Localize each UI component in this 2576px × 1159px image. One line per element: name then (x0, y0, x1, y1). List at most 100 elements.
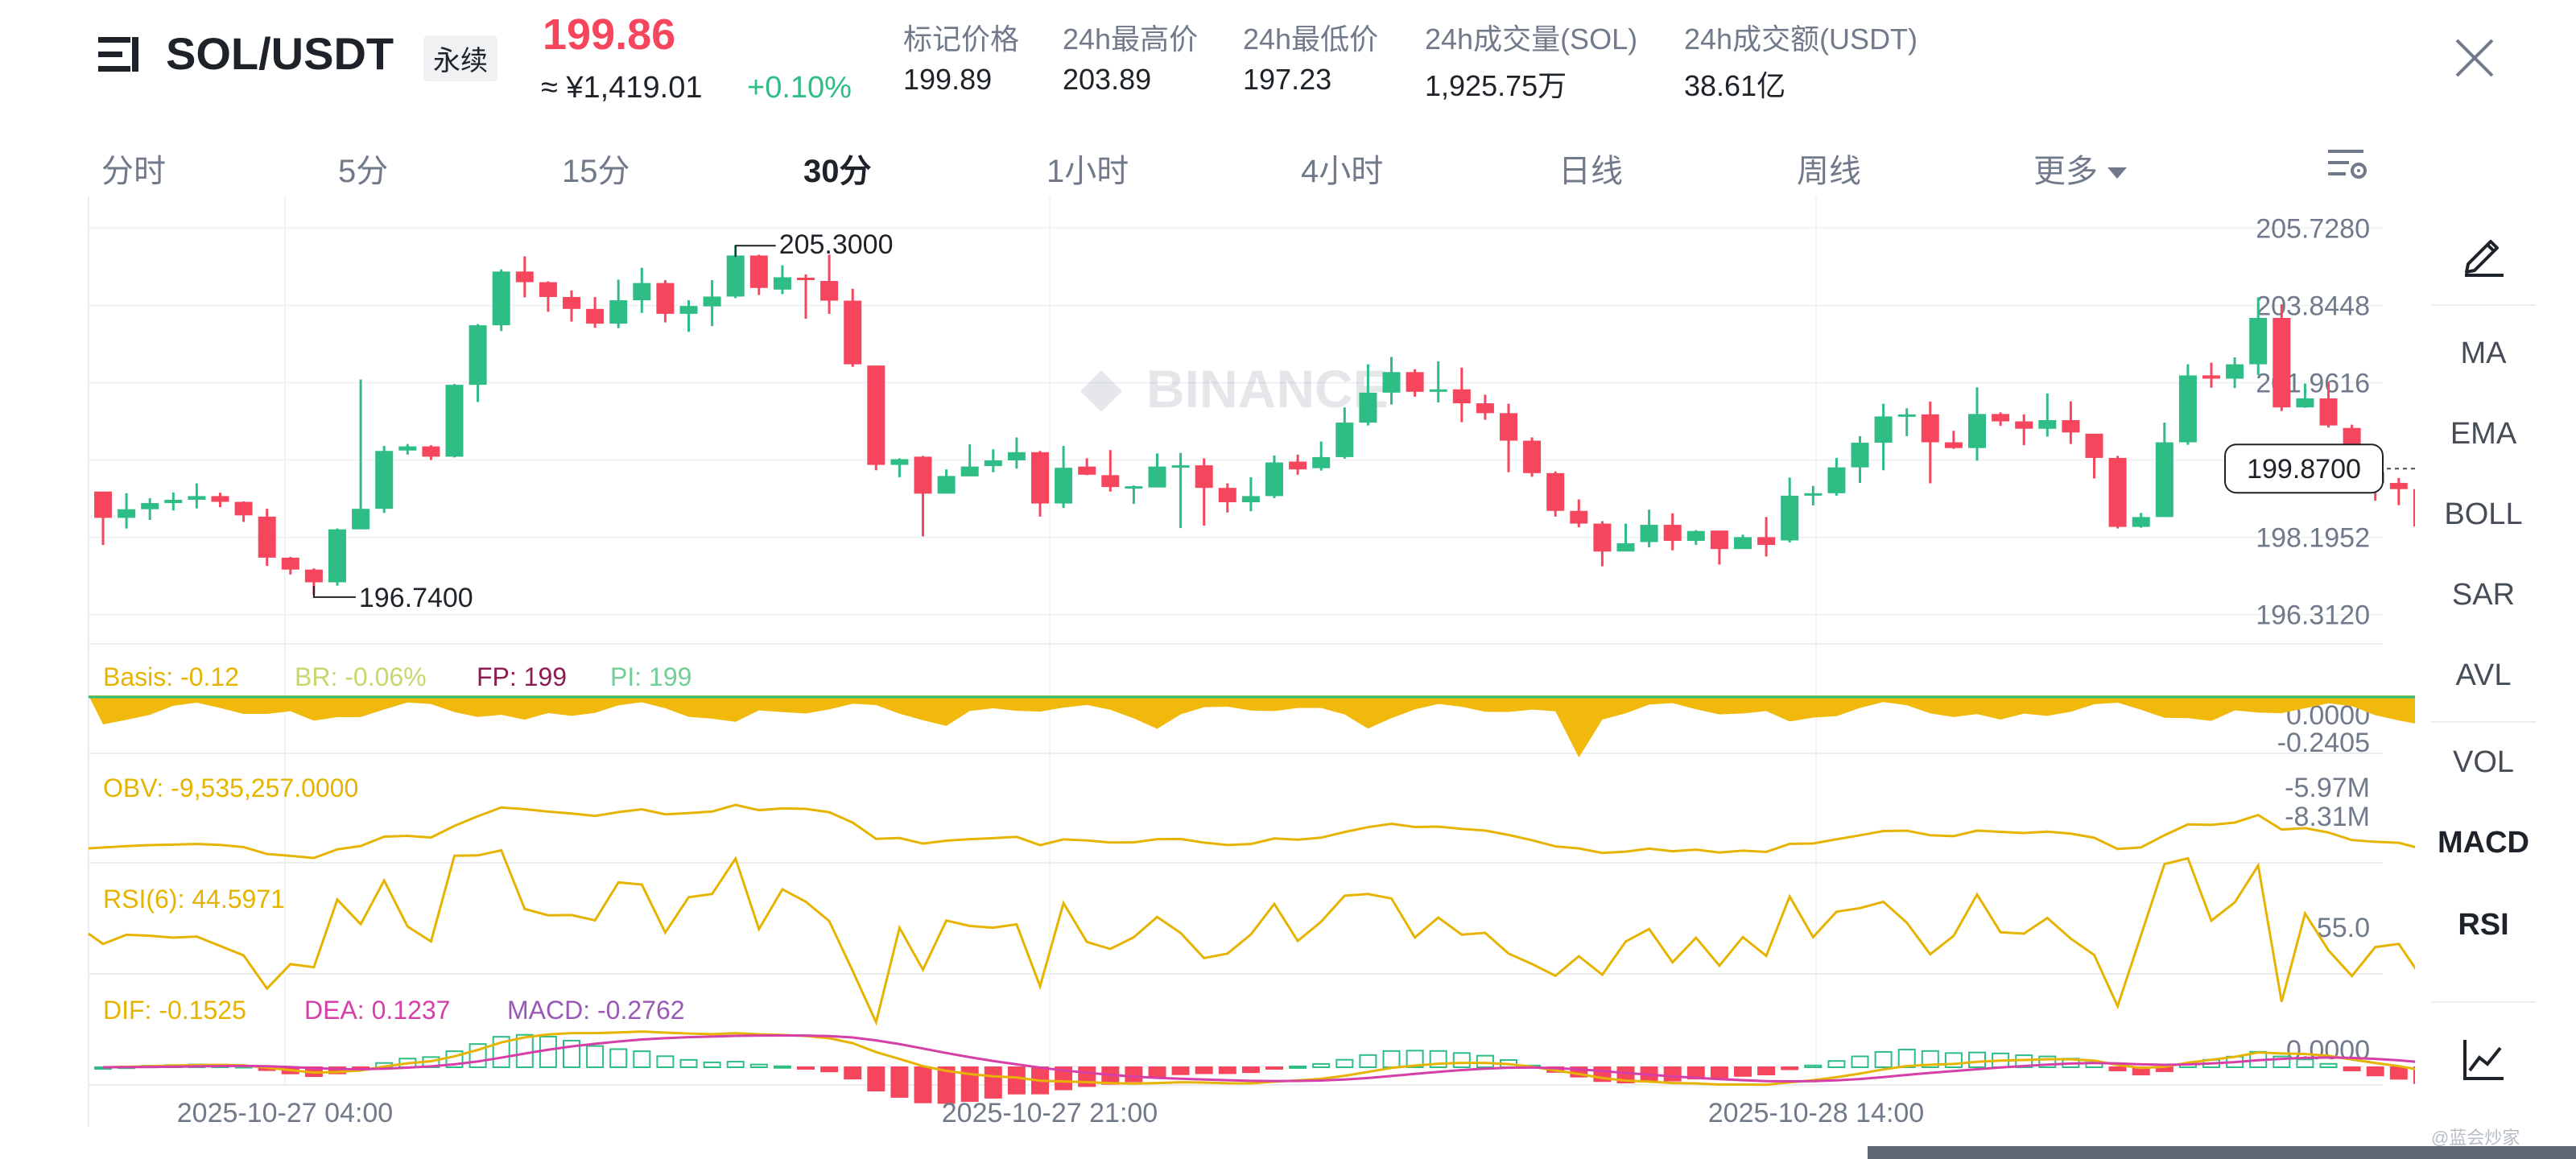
candle-body (726, 255, 745, 297)
candle-body (1781, 495, 1799, 541)
sidebar-item-boll[interactable]: BOLL (2444, 497, 2523, 531)
macd-histogram-bar (633, 1050, 651, 1068)
candle-body (890, 459, 909, 465)
candle-body (1382, 372, 1401, 393)
basis-area (89, 695, 2415, 758)
macd-histogram-bar (1265, 1066, 1283, 1070)
macd-histogram-bar (844, 1066, 862, 1080)
low-24h-value: 197.23 (1243, 63, 1332, 96)
candle-body (1616, 543, 1635, 552)
volume-24h-label: 24h成交量(SOL) (1425, 23, 1638, 56)
macd-histogram-bar (1827, 1060, 1846, 1069)
candle-body (94, 491, 112, 518)
candle-body (2038, 420, 2057, 429)
candle-body (1734, 537, 1752, 550)
sidebar-item-ma[interactable]: MA (2460, 336, 2507, 370)
macd-histogram-bar (656, 1055, 675, 1068)
candle-body (1335, 423, 1354, 457)
tab-4h[interactable]: 4小时 (1301, 154, 1384, 189)
macd-histogram-bar (2389, 1066, 2408, 1080)
candle-body (1078, 466, 1096, 475)
tab-daily[interactable]: 日线 (1558, 154, 1623, 189)
candle-body (234, 501, 253, 516)
tab-5m[interactable]: 5分 (338, 154, 389, 189)
candle-body (1663, 525, 1682, 541)
candle-body (1944, 442, 1963, 448)
candle-body (1148, 466, 1166, 488)
candle-body (1007, 452, 1026, 460)
candle-body (211, 496, 229, 502)
macd-histogram-bar (1171, 1066, 1190, 1075)
candle-body (960, 466, 979, 476)
macd-histogram-bar (1968, 1051, 1986, 1069)
sidebar-item-macd[interactable]: MACD (2438, 826, 2529, 860)
macd-histogram-bar (1359, 1054, 1377, 1068)
macd-histogram-bar (773, 1065, 791, 1069)
high-24h-value: 203.89 (1063, 63, 1152, 96)
macd-histogram-bar (1710, 1066, 1728, 1079)
menu-icon[interactable] (97, 32, 142, 77)
tab-weekly[interactable]: 周线 (1797, 154, 1861, 189)
y-axis-label: 205.7280 (2256, 213, 2370, 244)
candle-body (1452, 389, 1471, 404)
chart-settings-icon[interactable] (2325, 142, 2370, 187)
macd-histogram-bar (1757, 1066, 1776, 1076)
dea-line (102, 1033, 2415, 1083)
tab-time-sharing[interactable]: 分时 (101, 154, 166, 189)
sidebar-item-rsi[interactable]: RSI (2458, 908, 2509, 942)
macd-histogram-bar (890, 1066, 909, 1098)
y-axis-label: 203.8448 (2256, 291, 2370, 321)
candle-body (2249, 317, 2268, 365)
sidebar-divider (2431, 1001, 2536, 1003)
tab-30m[interactable]: 30分 (803, 154, 872, 189)
macd-histogram-bar (2343, 1066, 2361, 1072)
candle-body (679, 306, 698, 314)
macd-histogram-bar (679, 1058, 698, 1069)
candle-body (1476, 403, 1494, 414)
x-axis-label: 2025-10-27 04:00 (177, 1098, 393, 1128)
tab-1h[interactable]: 1小时 (1046, 154, 1129, 189)
macd-histogram-bar (1616, 1066, 1635, 1084)
candle-body (984, 460, 1002, 467)
sidebar-item-avl[interactable]: AVL (2455, 658, 2512, 692)
bottom-scroll-bar (1868, 1146, 2576, 1159)
candle-body (1500, 413, 1517, 441)
macd-histogram-bar (703, 1061, 721, 1068)
candle-body (1195, 465, 1213, 489)
macd-histogram-bar (1781, 1066, 1799, 1070)
sidebar-item-vol[interactable]: VOL (2452, 745, 2515, 779)
corner-watermark: @蓝会炒家 (2431, 1128, 2520, 1148)
macd-histogram-bar (914, 1066, 932, 1103)
pair-symbol[interactable]: SOL/USDT (166, 28, 394, 79)
macd-histogram-bar (749, 1063, 768, 1069)
pencil-icon[interactable] (2460, 229, 2508, 277)
obv-label: OBV: -9,535,257.0000 (103, 773, 358, 802)
candle-body (2273, 317, 2291, 408)
candle-body (445, 385, 464, 457)
macd-histogram-bar (1289, 1065, 1307, 1069)
kline-chart[interactable]: 205.7280203.8448201.9616200.0784198.1952… (0, 0, 2415, 1159)
candle-body (164, 499, 183, 504)
candle-body (1874, 416, 1893, 443)
indicator-chart-icon[interactable] (2460, 1035, 2508, 1083)
candle-body (1359, 392, 1377, 423)
macd-histogram-bar (1734, 1066, 1752, 1077)
candle-body (2319, 398, 2338, 426)
macd-histogram-bar (2366, 1066, 2384, 1077)
candle-body (1125, 486, 1143, 489)
mark-price-value: 199.89 (903, 63, 993, 96)
close-icon[interactable] (2452, 35, 2497, 80)
macd-histogram-bar (2319, 1062, 2338, 1068)
sidebar-item-sar[interactable]: SAR (2451, 578, 2516, 612)
candle-body (914, 456, 932, 494)
tab-more[interactable]: 更多 (2033, 145, 2127, 192)
candle-body (141, 503, 159, 509)
candle-body (2226, 364, 2244, 379)
candle-body (1968, 414, 1986, 448)
pi-label: PI: 199 (610, 662, 691, 691)
cny-price: ≈ ¥1,419.01 (541, 71, 703, 105)
candle-body (2015, 421, 2033, 429)
sidebar-item-ema[interactable]: EMA (2450, 417, 2517, 451)
tab-15m[interactable]: 15分 (562, 154, 630, 189)
rsi-line (88, 848, 2415, 1026)
